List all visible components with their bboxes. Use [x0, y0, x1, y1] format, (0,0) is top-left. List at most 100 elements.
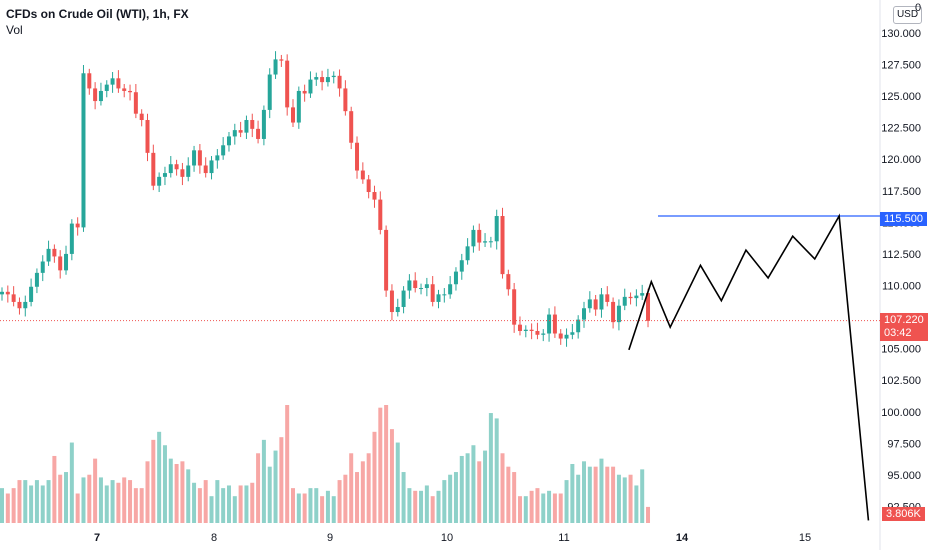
last-price-tag: 107.220 03:42: [880, 313, 928, 341]
volume-bar: [395, 442, 400, 523]
candle-body: [320, 77, 325, 83]
candle-body: [23, 301, 28, 309]
volume-bar: [582, 461, 586, 523]
candle-body: [500, 216, 505, 275]
volume-bar: [488, 413, 493, 523]
candle-body: [81, 73, 86, 228]
volume-bar: [401, 472, 406, 523]
volume-bar: [558, 493, 563, 523]
candle-body: [483, 241, 488, 243]
candle-body: [168, 164, 173, 174]
volume-bar: [17, 480, 22, 523]
candle-body: [570, 332, 575, 335]
candle-body: [302, 90, 307, 94]
volume-bar: [512, 472, 517, 523]
candle-body: [5, 291, 10, 295]
volume-bar: [308, 488, 313, 523]
volume-bar: [384, 405, 389, 523]
volume-bar: [634, 485, 639, 523]
volume-bar: [424, 485, 429, 523]
candle-body: [116, 78, 121, 89]
candle-body: [378, 199, 383, 230]
volume-bar: [570, 464, 575, 523]
candle-body: [343, 88, 348, 112]
volume-bar: [355, 472, 360, 523]
volume-bar: [541, 493, 546, 523]
time-tick-label: 10: [441, 532, 453, 544]
candle-body: [11, 294, 16, 302]
time-scale-labels: 7 8 9 10 11 14 15: [94, 532, 811, 544]
volume-bar: [104, 485, 109, 523]
volume-bar: [87, 474, 92, 523]
volume-bar: [145, 461, 150, 523]
candle-body: [58, 256, 63, 271]
price-tick-label: 125.000: [881, 91, 921, 103]
volume-bar: [0, 488, 4, 523]
currency-button[interactable]: USD: [893, 6, 922, 24]
volume-bar: [186, 469, 191, 523]
top-cut-label: 0: [915, 2, 922, 14]
volume-bar: [162, 445, 167, 523]
volume-bar: [34, 480, 39, 523]
volume-bar: [226, 485, 231, 523]
candle-body: [157, 176, 162, 186]
volume-bar: [407, 488, 412, 523]
volume-bar: [622, 477, 627, 523]
candle-body: [221, 145, 226, 156]
volume-bar: [477, 461, 482, 523]
candle-body: [0, 291, 4, 295]
candle-body: [151, 152, 156, 186]
volume-bar: [250, 482, 255, 523]
candle-body: [582, 308, 586, 320]
candle-body: [616, 305, 621, 323]
volume-bar: [122, 477, 127, 523]
volume-bar: [93, 458, 98, 523]
projection-path[interactable]: [628, 213, 870, 521]
volume-bar: [343, 474, 348, 523]
volume-bar: [372, 431, 377, 523]
price-tick-label: 97.500: [887, 438, 921, 450]
volume-bar: [419, 490, 424, 523]
volume-bar: [459, 455, 464, 523]
time-tick-label: 14: [676, 532, 689, 544]
volume-bar: [646, 506, 651, 523]
volume-bar: [517, 496, 522, 523]
volume-bar: [75, 493, 80, 523]
price-tick-label: 110.000: [882, 281, 921, 293]
candle-body: [197, 150, 202, 166]
volume-bar: [616, 474, 621, 523]
candle-body: [180, 169, 185, 177]
candle-body: [93, 88, 98, 102]
candle-body: [174, 164, 179, 170]
volume-bar: [448, 474, 453, 523]
candle-body: [442, 294, 447, 296]
volume-bar: [366, 453, 371, 523]
candle-body: [564, 334, 569, 339]
volume-bar: [174, 464, 179, 523]
candle-body: [267, 74, 272, 110]
volume-bar: [302, 493, 307, 523]
candle-body: [366, 179, 371, 193]
candle-body: [587, 299, 592, 309]
volume-bar: [180, 461, 185, 523]
candle-body: [512, 289, 517, 325]
candle-body: [69, 223, 74, 254]
candle-body: [634, 295, 639, 299]
volume-bar: [314, 488, 319, 523]
price-tick-label: 102.500: [881, 375, 921, 387]
volume-label: Vol: [6, 23, 23, 37]
time-tick-label: 9: [327, 532, 333, 544]
candle-body: [162, 173, 167, 177]
volume-bar: [52, 455, 57, 523]
candle-body: [279, 59, 284, 61]
volume-bar: [640, 469, 645, 523]
candle-body: [552, 314, 557, 334]
volume-bars: [0, 405, 651, 523]
candle-body: [395, 306, 400, 313]
candle-body: [459, 260, 464, 272]
candle-body: [314, 77, 319, 80]
candle-body: [547, 314, 552, 334]
candle-body: [477, 229, 482, 243]
